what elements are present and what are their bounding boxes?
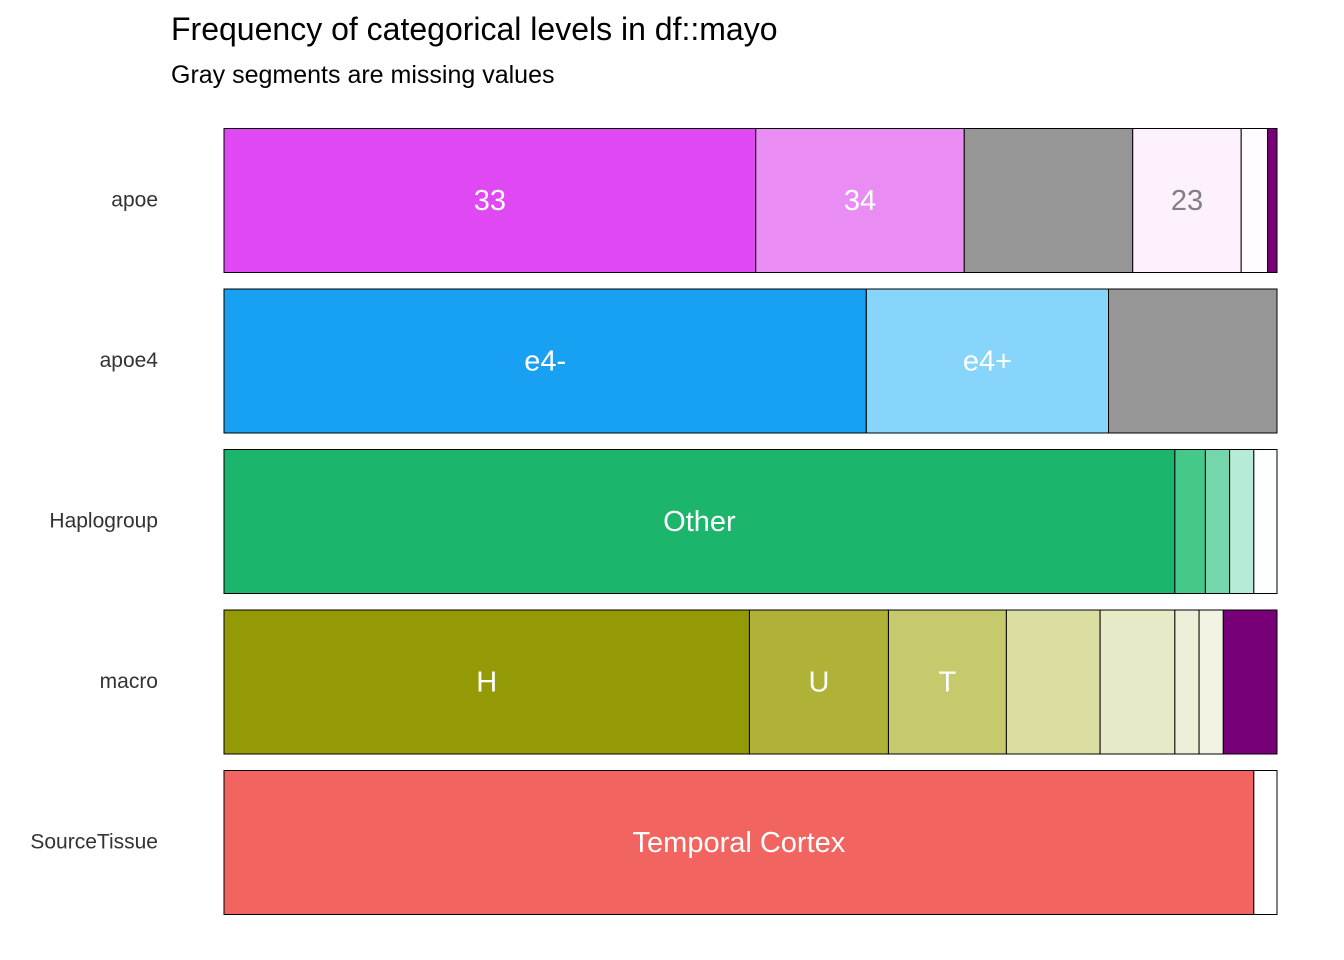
bar-segment-macro-7	[1222, 609, 1278, 755]
bar-segment-macro-4	[1099, 609, 1176, 755]
bar-segment-apoe-1	[755, 128, 965, 273]
segment-label-macro-1: U	[808, 667, 829, 699]
bar-segment-apoe-5	[1267, 128, 1278, 273]
bar-segment-haplogroup-0	[223, 449, 1176, 594]
bar-segment-haplogroup-1	[1174, 449, 1206, 594]
chart-title: Frequency of categorical levels in df::m…	[171, 11, 778, 47]
bar-segment-apoe4-1	[865, 288, 1110, 434]
bar-segment-apoe-4	[1240, 128, 1269, 273]
bar-segment-macro-5	[1174, 609, 1200, 755]
chart-subtitle: Gray segments are missing values	[171, 61, 554, 89]
bar-segment-apoe-2	[963, 128, 1134, 273]
bar-segment-haplogroup-4	[1253, 449, 1278, 594]
bar-segment-apoe4-0	[223, 288, 867, 434]
segment-label-haplogroup-0: Other	[663, 506, 736, 538]
segment-label-apoe-0: 33	[474, 185, 506, 217]
segment-label-apoe4-1: e4+	[963, 346, 1012, 378]
bar-segment-apoe-3	[1132, 128, 1242, 273]
segment-label-apoe-3: 23	[1171, 185, 1203, 217]
bar-segment-macro-6	[1198, 609, 1224, 755]
segment-label-macro-2: T	[939, 667, 957, 699]
bar-segment-sourcetissue-1	[1253, 770, 1278, 915]
bar-segment-haplogroup-2	[1204, 449, 1231, 594]
bars-group: apoe 33 34 23 apoe4 e4- e4+ Haplogroup Other macr…	[30, 128, 1278, 915]
row-label-haplogroup: Haplogroup	[49, 510, 158, 533]
segment-label-sourcetissue-0: Temporal Cortex	[633, 827, 846, 859]
bar-segment-macro-2	[887, 609, 1007, 755]
bar-segment-macro-3	[1005, 609, 1101, 755]
bar-segment-haplogroup-3	[1229, 449, 1255, 594]
bar-segment-apoe-0	[223, 128, 757, 273]
row-label-apoe: apoe	[111, 189, 158, 212]
segment-label-apoe-1: 34	[844, 185, 876, 217]
row-label-sourcetissue: SourceTissue	[30, 831, 158, 854]
bar-segment-apoe4-2	[1108, 288, 1278, 434]
bar-segment-macro-1	[748, 609, 889, 755]
row-label-apoe4: apoe4	[100, 349, 159, 372]
bar-segment-macro-0	[223, 609, 750, 755]
row-label-macro: macro	[100, 670, 158, 693]
bar-segment-sourcetissue-0	[223, 770, 1255, 915]
segment-label-apoe4-0: e4-	[524, 346, 566, 378]
segment-label-macro-0: H	[476, 667, 497, 699]
